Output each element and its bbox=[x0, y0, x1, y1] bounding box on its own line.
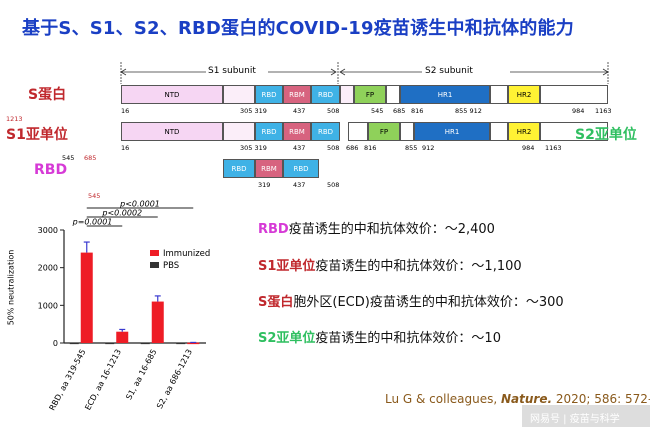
s1-subunit-protein-label: S1亚单位 bbox=[6, 127, 68, 143]
stat-s-ecd: S蛋白胞外区(ECD)疫苗诱生的中和抗体效价：～300 bbox=[258, 295, 564, 310]
legend-swatch-immunized bbox=[150, 250, 159, 256]
pos-1163: 1163 bbox=[545, 144, 562, 152]
legend-swatch-pbs bbox=[150, 262, 159, 268]
s-protein-label: S蛋白 bbox=[28, 87, 67, 103]
pos-16: 16 bbox=[121, 144, 130, 152]
rbd-domain-2: RBD bbox=[311, 122, 340, 141]
pos-437: 437 bbox=[293, 144, 306, 152]
pos-855: 855 bbox=[405, 144, 418, 152]
rbm-domain: RBM bbox=[283, 85, 311, 104]
pos-545: 545 bbox=[371, 107, 384, 115]
pos-437: 437 bbox=[293, 181, 306, 189]
pos-437: 437 bbox=[293, 107, 306, 115]
page-title: 基于S、S1、S2、RBD蛋白的COVID-19疫苗诱生中和抗体的能力 bbox=[22, 18, 574, 39]
pos-508: 508 bbox=[327, 144, 340, 152]
watermark-bg bbox=[522, 405, 650, 427]
pos-1213: 1213 bbox=[6, 115, 23, 123]
y-tick-label: 0 bbox=[53, 339, 58, 348]
pos-855-912: 855 912 bbox=[455, 107, 482, 115]
pos-816: 816 bbox=[411, 107, 424, 115]
gap-region bbox=[400, 122, 414, 141]
legend-label-pbs: PBS bbox=[163, 261, 179, 271]
x-tick-label: S1, aa 16-685 bbox=[124, 348, 158, 402]
ntd-domain: NTD bbox=[121, 85, 223, 104]
p-value-label: p<0.0001 bbox=[119, 200, 160, 209]
x-tick-label: S2, aa 686-1213 bbox=[155, 348, 194, 411]
bar-immunized bbox=[187, 342, 200, 345]
gap-region-2 bbox=[490, 85, 508, 104]
bar-immunized bbox=[80, 252, 93, 343]
bar-pbs bbox=[140, 342, 150, 345]
rbd-protein-label: RBD bbox=[34, 162, 68, 178]
hr1-domain: HR1 bbox=[414, 122, 490, 141]
y-tick-label: 2000 bbox=[38, 264, 58, 273]
rbd-domain: RBD bbox=[255, 122, 283, 141]
linker-region bbox=[223, 122, 255, 141]
y-tick-label: 1000 bbox=[38, 301, 58, 310]
bar-immunized bbox=[116, 331, 129, 343]
gap-region bbox=[386, 85, 400, 104]
fp-domain: FP bbox=[354, 85, 386, 104]
pos-685: 685 bbox=[393, 107, 406, 115]
rbd-domain-2: RBD bbox=[283, 159, 319, 178]
stat-rbd: RBD疫苗诱生的中和抗体效价：～2,400 bbox=[258, 222, 495, 237]
ntd-domain: NTD bbox=[121, 122, 223, 141]
legend-label-immunized: Immunized bbox=[163, 249, 210, 259]
pos-685-left: 685 bbox=[84, 154, 97, 162]
stat-s2: S2亚单位疫苗诱生的中和抗体效价：～10 bbox=[258, 331, 501, 346]
fp-domain: FP bbox=[368, 122, 400, 141]
hr1-domain: HR1 bbox=[400, 85, 490, 104]
s2-subunit-protein-label: S2亚单位 bbox=[575, 127, 637, 143]
gap-region-2 bbox=[490, 122, 508, 141]
s1-subunit-label: S1 subunit bbox=[208, 66, 256, 76]
pos-545-left: 545 bbox=[62, 154, 75, 162]
pos-305-319: 305 319 bbox=[240, 107, 267, 115]
rbm-domain: RBM bbox=[283, 122, 311, 141]
pos-545-rbd: 545 bbox=[88, 192, 101, 200]
citation: Lu G & colleagues, Nature. 2020; 586: 57… bbox=[385, 392, 650, 406]
s2-n-region bbox=[348, 122, 368, 141]
pos-686: 686 bbox=[346, 144, 359, 152]
s2-subunit-label: S2 subunit bbox=[425, 66, 473, 76]
x-tick-label: ECD, aa 16-1213 bbox=[83, 348, 123, 412]
pos-912: 912 bbox=[422, 144, 435, 152]
bar-immunized bbox=[151, 301, 164, 343]
x-tick-label: RBD, aa 319-545 bbox=[48, 348, 88, 412]
y-tick-label: 3000 bbox=[38, 226, 58, 235]
c-terminal-region bbox=[540, 85, 608, 104]
bar-pbs bbox=[69, 342, 79, 345]
subunit-arrows bbox=[120, 62, 609, 84]
bar-pbs bbox=[105, 342, 115, 345]
watermark: 网易号 | 疫苗与科学 bbox=[530, 414, 620, 425]
p-value-label: p<0.0002 bbox=[101, 209, 142, 218]
s1-s2-junction bbox=[340, 85, 354, 104]
pos-1163: 1163 bbox=[595, 107, 612, 115]
p-value-label: p=0.0001 bbox=[72, 218, 113, 227]
rbm-domain: RBM bbox=[255, 159, 283, 178]
bar-pbs bbox=[176, 342, 186, 345]
rbd-domain: RBD bbox=[255, 85, 283, 104]
pos-508: 508 bbox=[327, 107, 340, 115]
c-terminal-region bbox=[540, 122, 608, 141]
pos-984: 984 bbox=[522, 144, 535, 152]
stat-s1: S1亚单位疫苗诱生的中和抗体效价：～1,100 bbox=[258, 259, 522, 274]
pos-984: 984 bbox=[572, 107, 585, 115]
pos-816: 816 bbox=[364, 144, 377, 152]
hr2-domain: HR2 bbox=[508, 85, 540, 104]
hr2-domain: HR2 bbox=[508, 122, 540, 141]
pos-16: 16 bbox=[121, 107, 130, 115]
linker-region bbox=[223, 85, 255, 104]
rbd-domain-2: RBD bbox=[311, 85, 340, 104]
rbd-domain: RBD bbox=[223, 159, 255, 178]
pos-508: 508 bbox=[327, 181, 340, 189]
pos-319: 319 bbox=[258, 181, 271, 189]
pos-305-319: 305 319 bbox=[240, 144, 267, 152]
